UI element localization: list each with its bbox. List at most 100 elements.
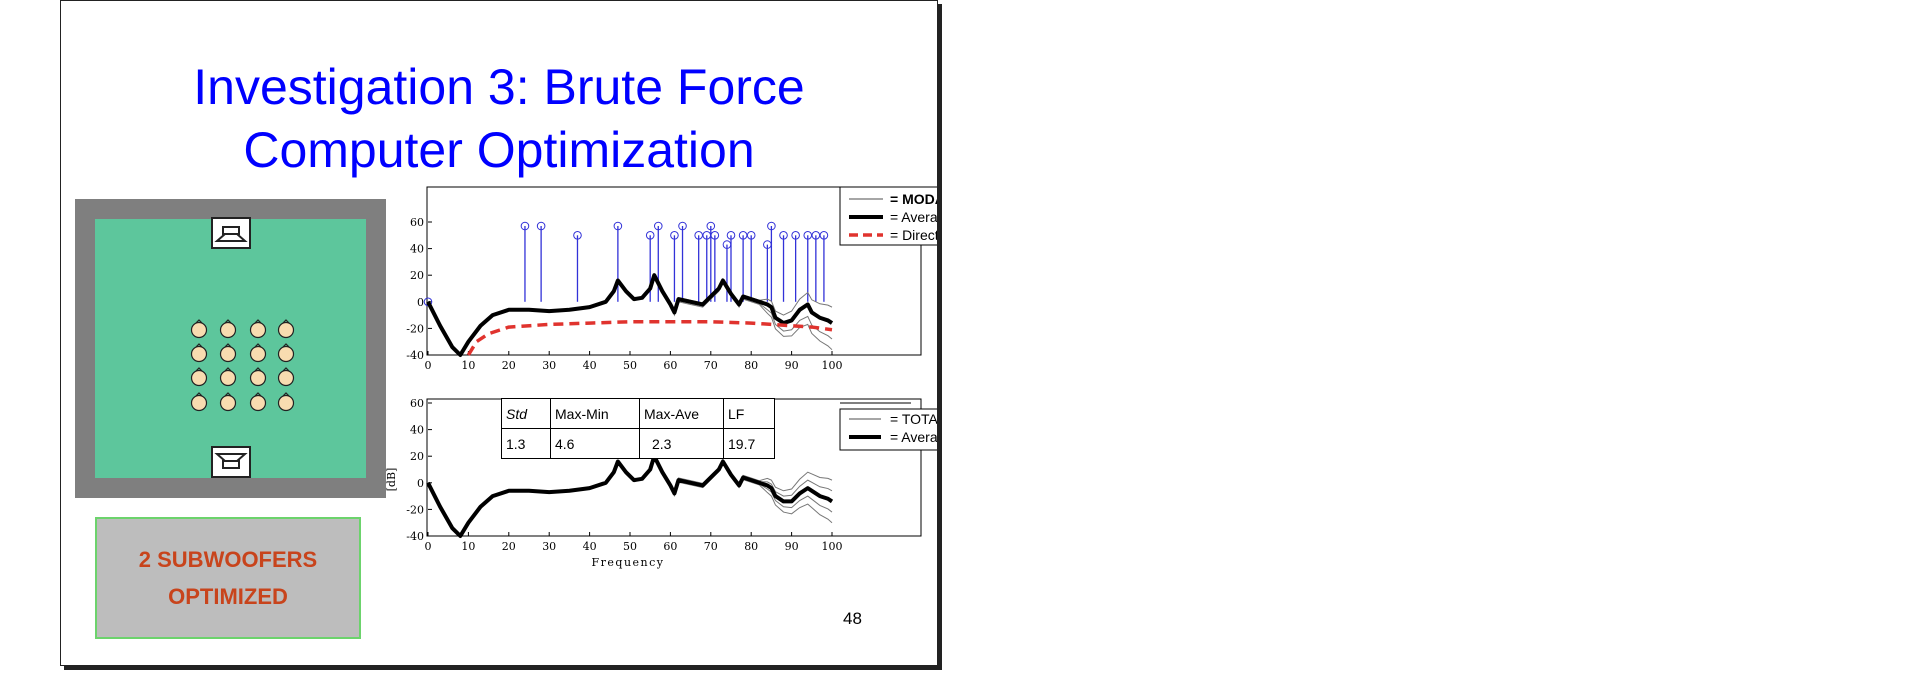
stats-value-row: 1.3 4.6 2.3 19.7 [501, 428, 775, 459]
modal-stem-marker [791, 231, 800, 240]
y-tick-label: 20 [410, 269, 424, 282]
y-tick-label: 0 [417, 477, 424, 490]
modal-stem-marker [653, 221, 663, 231]
label-line2: OPTIMIZED [168, 584, 288, 609]
x-tick-label: 90 [785, 540, 799, 553]
x-tick-label: 80 [744, 359, 758, 372]
modal-stem-marker [706, 221, 716, 231]
label-line1: 2 SUBWOOFERS [138, 547, 318, 572]
modal-stem-marker [536, 221, 546, 231]
modal-stem-marker [613, 221, 623, 231]
x-tick-label: 0 [425, 540, 432, 553]
stats-value-maxmin: 4.6 [550, 428, 640, 459]
legend-entry: = Average [890, 209, 937, 225]
y-tick-label: -40 [406, 349, 424, 362]
x-tick-label: 70 [704, 540, 718, 553]
y-tick-label: -40 [406, 530, 424, 543]
x-tick-label: 50 [623, 359, 637, 372]
x-tick-label: 80 [744, 540, 758, 553]
slide: Investigation 3: Brute Force Computer Op… [60, 0, 938, 666]
x-tick-label: 30 [542, 540, 556, 553]
x-tick-label: 0 [425, 359, 432, 372]
x-axis-label: Frequency [592, 556, 665, 569]
y-tick-label: 40 [410, 243, 424, 256]
listener-head-icon [276, 367, 296, 387]
stats-header-row: Std Max-Min Max-Ave LF [501, 398, 775, 429]
x-tick-label: 90 [785, 359, 799, 372]
listener-head-icon [248, 392, 268, 412]
y-tick-label: 40 [410, 424, 424, 437]
listener-head-icon [218, 343, 238, 363]
listener-head-icon [218, 319, 238, 339]
x-tick-label: 40 [583, 540, 597, 553]
listener-head-icon [218, 367, 238, 387]
listener-head-icon [248, 319, 268, 339]
legend-entry: = Direct [890, 227, 937, 243]
legend-entry: = TOTAL [890, 411, 937, 427]
y-tick-label: -20 [406, 503, 424, 516]
listener-head-icon [189, 392, 209, 412]
configuration-label: 2 SUBWOOFERS OPTIMIZED [95, 517, 361, 639]
modal-stem-marker [645, 231, 655, 240]
listener-head-icon [248, 367, 268, 387]
listener-head-icon [276, 319, 296, 339]
x-tick-label: 50 [623, 540, 637, 553]
x-tick-label: 60 [663, 359, 677, 372]
stats-value-maxave: 2.3 [639, 428, 724, 459]
stats-header-maxave: Max-Ave [639, 398, 724, 429]
stats-value-lf: 19.7 [723, 428, 775, 459]
listener-head-icon [189, 319, 209, 339]
subwoofer-top-icon [211, 217, 251, 249]
listener-head-icon [189, 343, 209, 363]
modal-stem-marker [573, 231, 582, 240]
room-floor [95, 217, 366, 478]
chart1-frame [426, 186, 922, 356]
subwoofer-bottom-icon [211, 446, 251, 478]
x-tick-label: 10 [461, 359, 475, 372]
x-tick-label: 30 [542, 359, 556, 372]
listener-head-icon [276, 392, 296, 412]
modal-stem-marker [819, 231, 829, 240]
x-tick-label: 40 [583, 359, 597, 372]
average-series-line [426, 454, 834, 538]
slide-title-line2: Computer Optimization [243, 122, 755, 178]
x-tick-label: 10 [461, 540, 475, 553]
modal-stem-marker [710, 231, 720, 240]
listener-head-icon [189, 367, 209, 387]
listener-head-icon [276, 343, 296, 363]
stats-value-std: 1.3 [501, 428, 551, 459]
stats-header-lf: LF [723, 398, 775, 429]
x-tick-label: 70 [704, 359, 718, 372]
y-tick-label: 60 [410, 397, 424, 410]
legend-entry: = Average [890, 429, 937, 445]
x-tick-label: 20 [502, 540, 516, 553]
average-series-line [426, 273, 834, 357]
listener-head-icon [218, 392, 238, 412]
direct-series-line [466, 320, 833, 356]
modal-stem-marker [746, 231, 756, 240]
modal-stem-marker [678, 221, 687, 231]
modal-stem-marker [520, 221, 530, 231]
stats-header-std: Std [506, 405, 528, 422]
legend2-box [839, 408, 937, 451]
modal-stem-marker [779, 231, 788, 240]
stats-header-maxmin: Max-Min [550, 398, 640, 429]
modal-stem-marker [767, 221, 776, 231]
y-tick-label: 0 [417, 296, 424, 309]
x-tick-label: 100 [822, 359, 843, 372]
legend-entry: = MODAL [890, 191, 937, 207]
modal-stem-marker [726, 231, 736, 240]
individual-curve [427, 454, 833, 537]
x-tick-label: 100 [822, 540, 843, 553]
modal-stem-marker [670, 231, 679, 240]
listener-head-icon [248, 343, 268, 363]
x-tick-label: 60 [663, 540, 677, 553]
y-axis-label: [dB] [385, 468, 398, 492]
y-tick-label: 20 [410, 450, 424, 463]
y-tick-label: 60 [410, 216, 424, 229]
y-tick-label: -20 [406, 322, 424, 335]
page-number: 48 [843, 609, 862, 628]
stats-table: Std Max-Min Max-Ave LF 1.3 4.6 2.3 19.7 [501, 398, 775, 459]
x-tick-label: 20 [502, 359, 516, 372]
